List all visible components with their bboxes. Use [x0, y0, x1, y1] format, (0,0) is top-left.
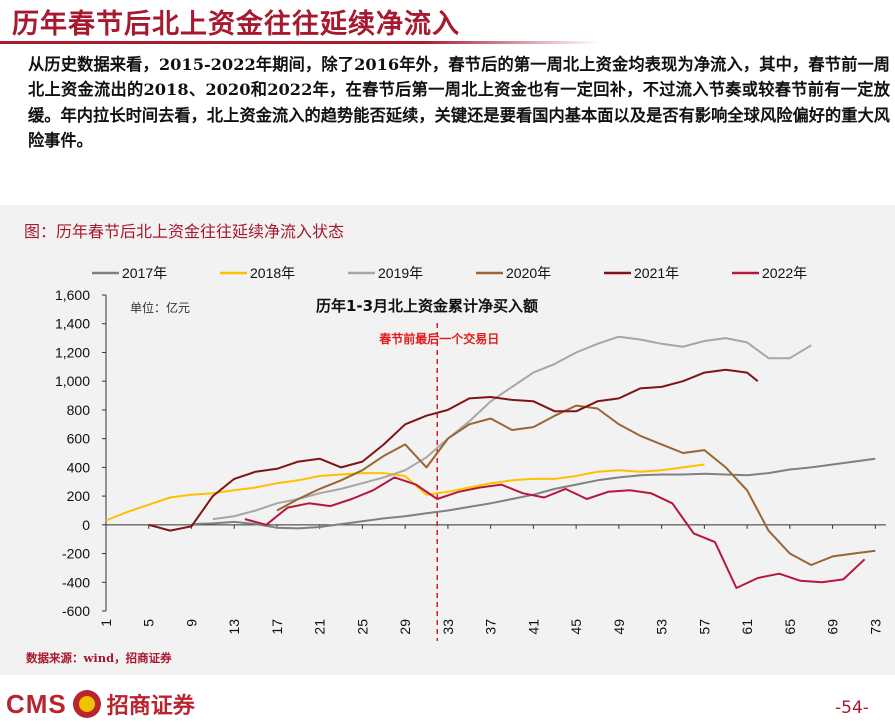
figure-caption: 图：历年春节后北上资金往往延续净流入状态	[24, 222, 345, 241]
x-tick-label: 9	[183, 619, 199, 627]
x-tick-label: 57	[696, 619, 712, 635]
legend-label: 2018年	[250, 265, 295, 281]
x-tick-label: 69	[825, 619, 841, 635]
series-line	[212, 335, 812, 521]
y-tick-label: 600	[67, 431, 91, 447]
y-tick-label: -600	[62, 603, 90, 619]
x-tick-label: 25	[354, 619, 370, 635]
series-line	[244, 476, 866, 589]
x-tick-label: 29	[397, 619, 413, 635]
annotation-label: 春节前最后一个交易日	[378, 331, 499, 346]
y-tick-label: -400	[62, 574, 90, 590]
x-tick-label: 73	[867, 619, 883, 635]
y-tick-label: 200	[67, 488, 91, 504]
legend-label: 2022年	[762, 265, 807, 281]
x-tick-label: 21	[312, 619, 328, 635]
legend-label: 2021年	[634, 265, 679, 281]
y-tick-label: -200	[62, 546, 90, 562]
series-line	[105, 463, 705, 522]
page-title: 历年春节后北上资金往往延续净流入	[12, 9, 460, 40]
x-tick-label: 17	[269, 619, 285, 635]
y-tick-label: 1,600	[55, 287, 90, 303]
y-tick-label: 1,000	[55, 373, 90, 389]
x-tick-label: 61	[739, 619, 755, 635]
x-tick-label: 53	[654, 619, 670, 635]
chart-title: 历年1-3月北上资金累计净买入额	[316, 297, 538, 315]
x-tick-label: 49	[611, 619, 627, 635]
logo-chinese-name: 招商证券	[106, 693, 195, 719]
y-tick-label: 1,200	[55, 344, 90, 360]
page-number: -54-	[835, 698, 869, 718]
y-tick-label: 400	[67, 459, 91, 475]
y-tick-label: 800	[67, 402, 91, 418]
company-logo: CMS 招商证券	[6, 688, 195, 720]
x-tick-label: 41	[525, 619, 541, 635]
unit-label: 单位：亿元	[130, 300, 190, 315]
legend-label: 2017年	[122, 265, 167, 281]
x-tick-label: 13	[226, 619, 242, 635]
x-tick-label: 65	[782, 619, 798, 635]
series-line	[191, 457, 876, 530]
x-tick-label: 33	[440, 619, 456, 635]
legend-label: 2020年	[506, 265, 551, 281]
x-tick-label: 37	[483, 619, 499, 635]
x-tick-label: 45	[568, 619, 584, 635]
logo-text: CMS	[6, 688, 67, 719]
logo-emblem-icon	[72, 690, 101, 718]
x-tick-label: 5	[141, 619, 157, 627]
y-tick-label: 0	[82, 517, 90, 533]
body-paragraph: 从历史数据来看，2015-2022年期间，除了2016年外，春节后的第一周北上资…	[28, 55, 890, 151]
y-tick-label: 1,400	[55, 316, 90, 332]
x-tick-label: 1	[98, 619, 114, 627]
data-source: 数据来源：wind，招商证券	[26, 651, 172, 665]
legend-label: 2019年	[378, 265, 423, 281]
series-line	[148, 368, 759, 532]
series-line	[276, 404, 876, 566]
title-underline	[0, 41, 600, 44]
